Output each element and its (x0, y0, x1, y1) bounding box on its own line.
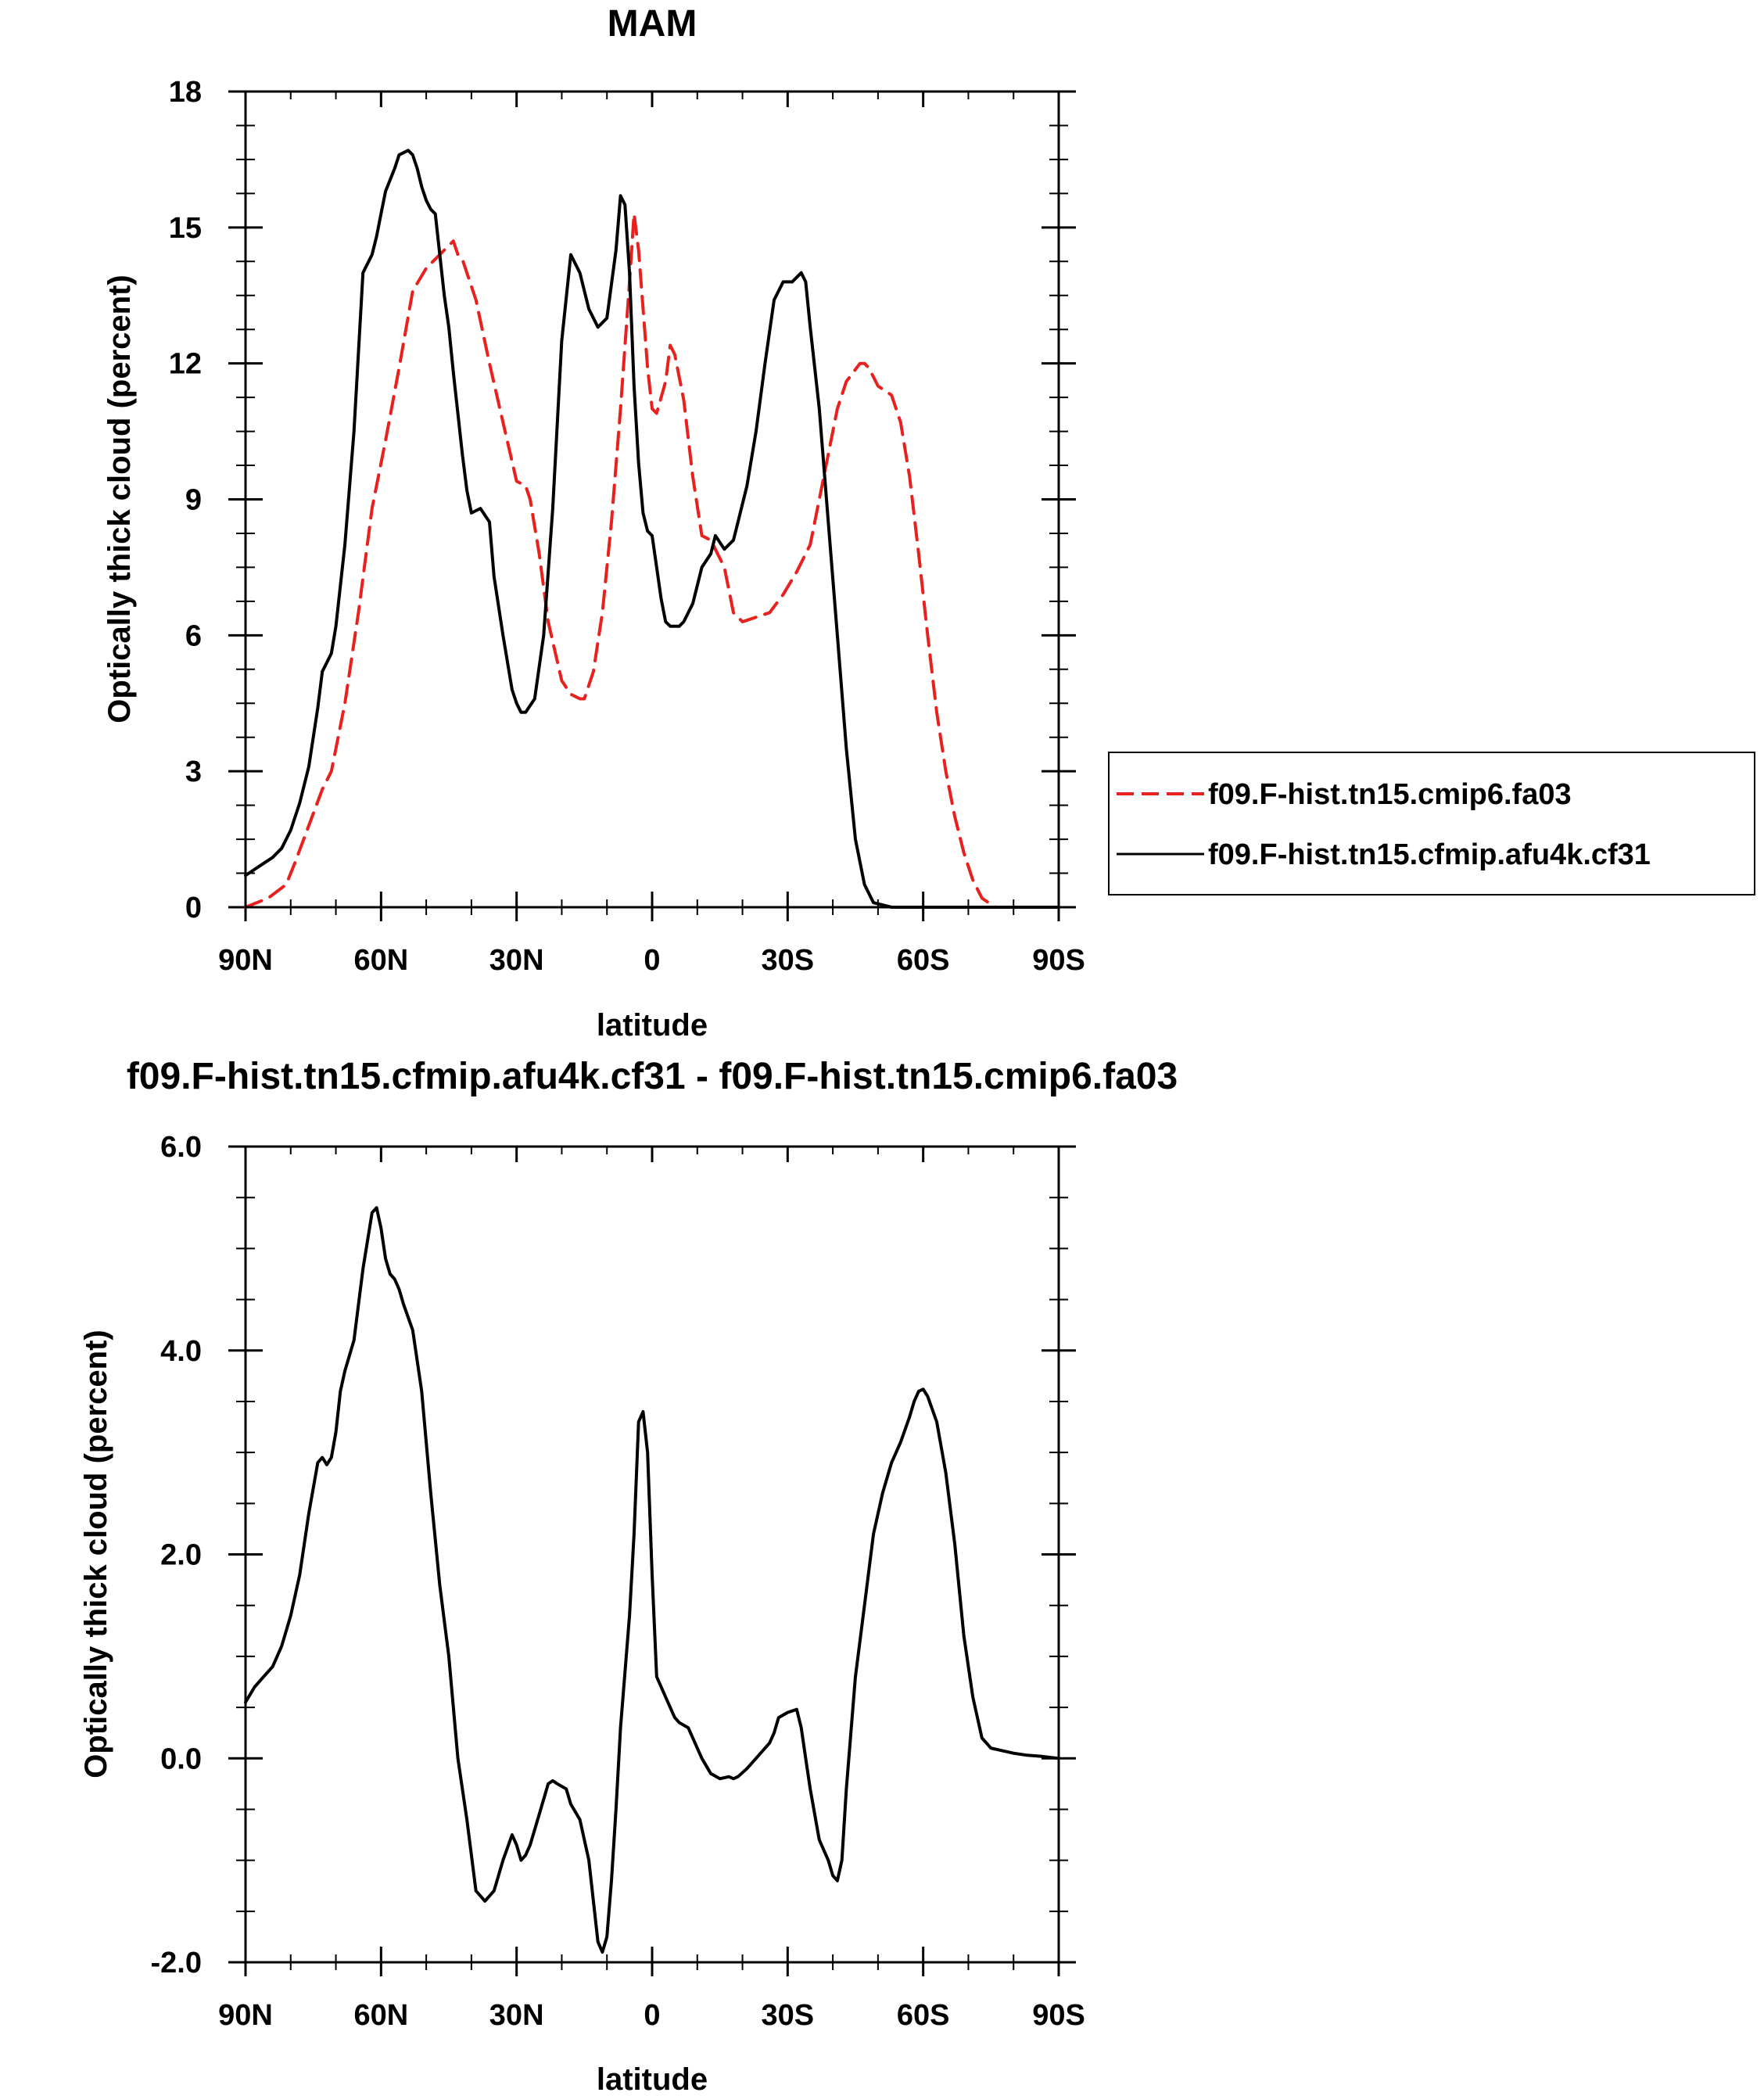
bottom-x-tick-label: 60N (353, 1999, 408, 2032)
top-y-tick-label: 9 (185, 484, 202, 517)
top-plot-frame (244, 90, 1060, 909)
top-x-tick-label: 0 (644, 944, 660, 977)
legend-label-cfmip: f09.F-hist.tn15.cfmip.afu4k.cf31 (1208, 838, 1651, 871)
bottom-x-tick-label: 0 (644, 1999, 660, 2032)
top-ticks (228, 90, 1076, 921)
legend-label-cmip6: f09.F-hist.tn15.cmip6.fa03 (1208, 778, 1572, 811)
bottom-y-axis-label: Optically thick cloud (percent) (79, 1330, 113, 1778)
top-panel: MAM 90N 60N 30N 0 30S 60S 90S 0 3 6 9 12 15 18 latit… (102, 3, 1755, 1043)
top-x-tick-label: 60N (353, 944, 408, 977)
top-y-axis-label: Optically thick cloud (percent) (102, 275, 137, 723)
bottom-panel: f09.F-hist.tn15.cfmip.afu4k.cf31 - f09.F… (79, 1056, 1178, 2096)
bottom-x-tick-label: 90N (218, 1999, 273, 2032)
legend-box (1108, 752, 1755, 895)
top-y-tick-label: 6 (185, 619, 202, 652)
bottom-y-tick-labels: -2.0 0.0 2.0 4.0 6.0 (151, 1131, 202, 1979)
top-series-line-1 (244, 149, 1060, 909)
top-chart-title: MAM (608, 3, 697, 45)
top-series (244, 149, 1060, 909)
bottom-y-tick-label: 2.0 (160, 1539, 202, 1572)
top-y-tick-label: 15 (169, 212, 202, 245)
top-x-axis-label: latitude (597, 1008, 708, 1043)
bottom-x-tick-label: 30N (489, 1999, 544, 2032)
top-x-tick-label: 60S (897, 944, 950, 977)
bottom-chart-title: f09.F-hist.tn15.cfmip.afu4k.cf31 - f09.F… (127, 1056, 1178, 1097)
bottom-x-axis-label: latitude (597, 2062, 708, 2096)
bottom-x-tick-label: 90S (1032, 1999, 1085, 2032)
top-x-tick-labels: 90N 60N 30N 0 30S 60S 90S (218, 944, 1085, 977)
bottom-series (244, 1206, 1060, 1954)
top-y-tick-label: 12 (169, 348, 202, 381)
top-x-tick-label: 90N (218, 944, 273, 977)
top-y-tick-labels: 0 3 6 9 12 15 18 (169, 76, 202, 924)
bottom-y-tick-label: 0.0 (160, 1742, 202, 1775)
legend: f09.F-hist.tn15.cmip6.fa03 f09.F-hist.tn… (1108, 752, 1755, 895)
bottom-y-tick-label: 6.0 (160, 1131, 202, 1164)
bottom-plot-frame (244, 1145, 1060, 1964)
bottom-x-tick-label: 30S (762, 1999, 815, 2032)
bottom-series-line-0 (244, 1206, 1060, 1954)
top-x-tick-label: 90S (1032, 944, 1085, 977)
top-y-tick-label: 0 (185, 892, 202, 924)
top-y-tick-label: 3 (185, 755, 202, 788)
top-x-tick-label: 30S (762, 944, 815, 977)
top-series-line-0 (244, 212, 1060, 909)
top-y-tick-label: 18 (169, 76, 202, 109)
bottom-y-tick-label: 4.0 (160, 1335, 202, 1368)
bottom-y-tick-label: -2.0 (151, 1947, 202, 1979)
bottom-x-tick-labels: 90N 60N 30N 0 30S 60S 90S (218, 1999, 1085, 2032)
bottom-x-tick-label: 60S (897, 1999, 950, 2032)
top-x-tick-label: 30N (489, 944, 544, 977)
